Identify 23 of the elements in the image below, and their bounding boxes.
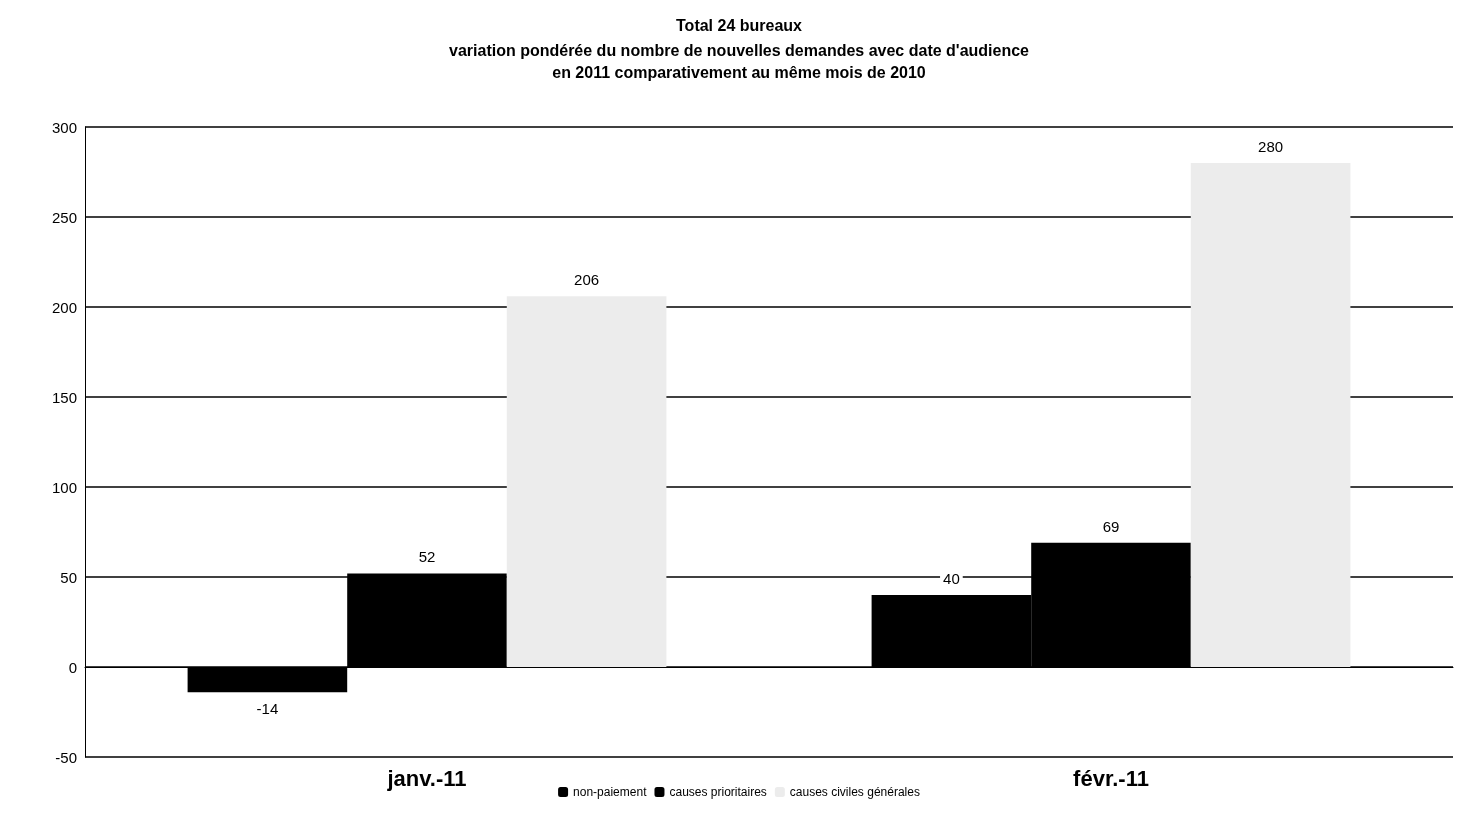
- y-tick-label: 0: [68, 658, 77, 676]
- y-tick-label: 300: [51, 118, 77, 136]
- y-tick-label: -50: [55, 748, 77, 766]
- y-tick-label: 200: [51, 298, 77, 316]
- data-label: -14: [256, 700, 279, 718]
- x-tick-label: févr.-11: [1073, 765, 1149, 791]
- y-tick-label: 100: [51, 478, 77, 496]
- legend-label: non-paiement: [573, 785, 648, 799]
- chart-title: Total 24 bureaux: [676, 16, 803, 34]
- chart-subtitle: variation pondérée du nombre de nouvelles demandes avec date d'audience en 2011 comparativement au même mois de 2010: [449, 41, 1030, 81]
- data-label: 69: [1102, 517, 1120, 535]
- y-tick-label: 50: [60, 568, 77, 586]
- bar: [506, 296, 667, 667]
- data-label: 52: [418, 548, 436, 566]
- data-label: 40: [943, 570, 960, 587]
- legend-label: causes civiles générales: [789, 785, 920, 799]
- data-label: 280: [1258, 138, 1284, 155]
- y-tick-label: 150: [51, 388, 77, 406]
- x-tick-label: janv.-11: [386, 765, 467, 791]
- y-tick-label: 250: [51, 208, 77, 226]
- legend-label: causes prioritaires: [669, 785, 767, 799]
- bar: [1190, 163, 1351, 667]
- data-label: 206: [574, 271, 600, 289]
